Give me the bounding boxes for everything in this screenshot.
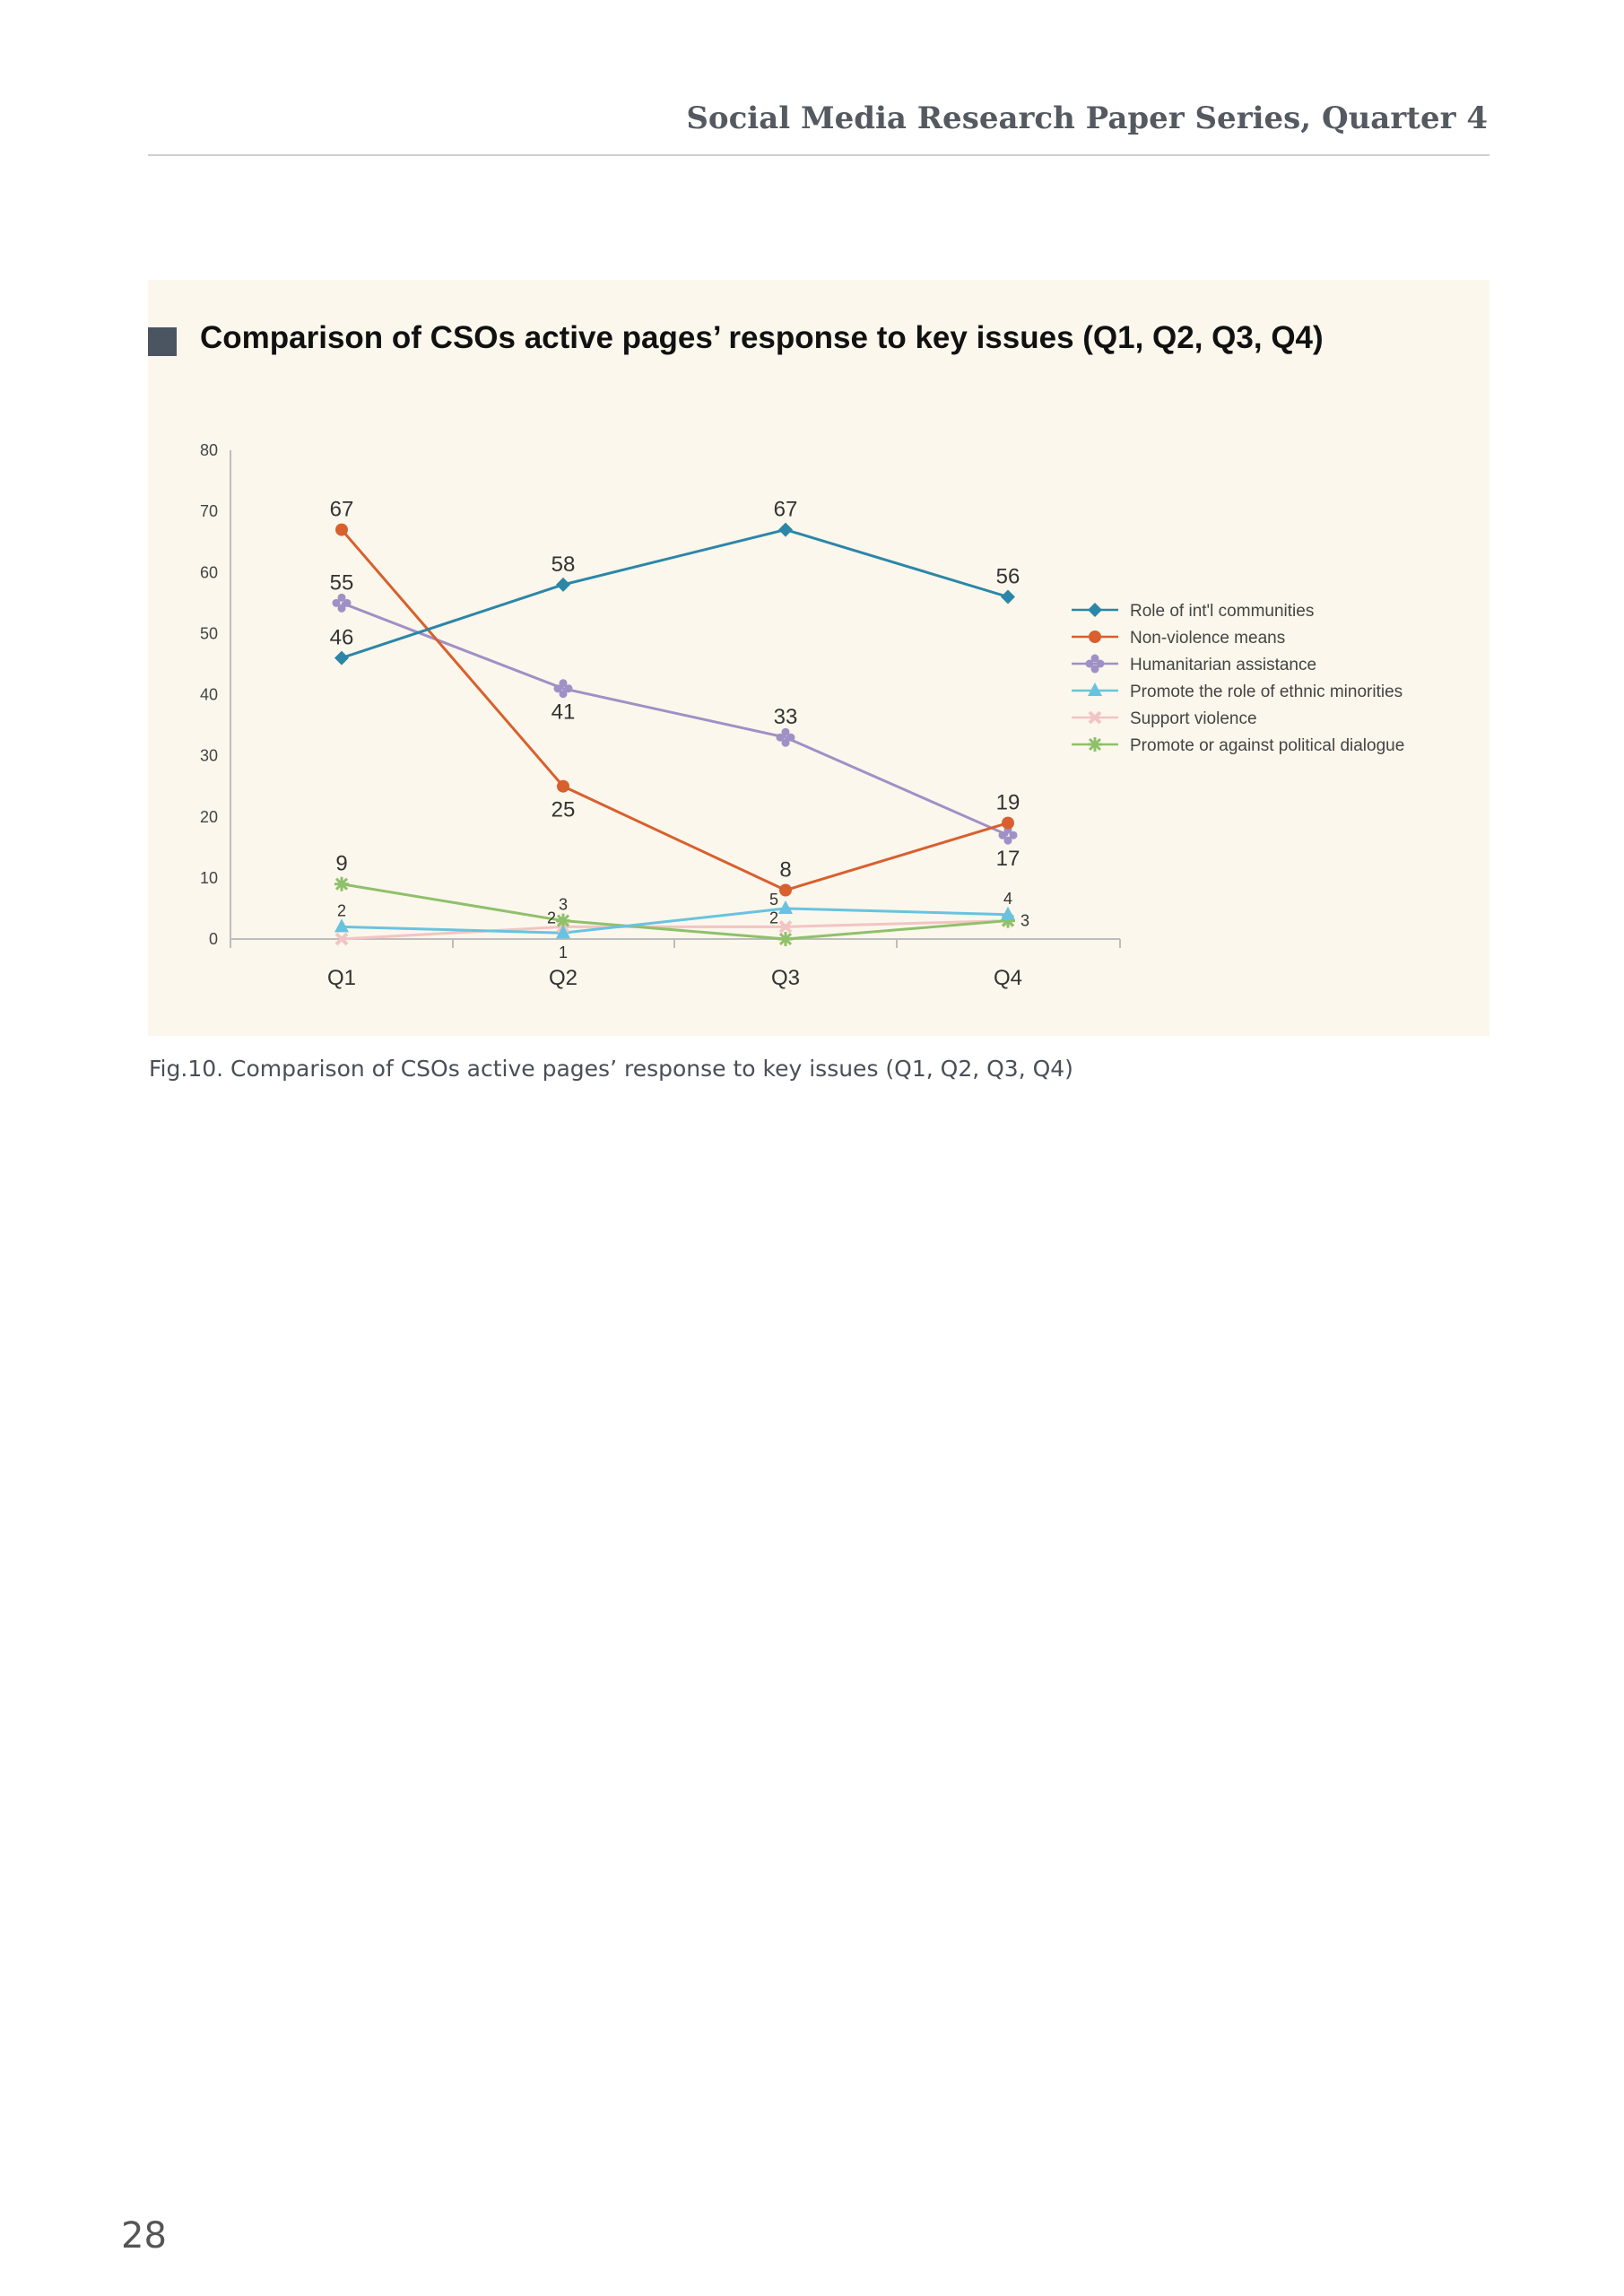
data-label: 3 [1020,912,1029,930]
y-tick-label: 50 [200,624,218,642]
data-label: 58 [551,552,576,577]
data-point [1001,906,1015,920]
y-tick-label: 0 [209,930,218,948]
data-point [1089,631,1101,643]
data-label: 41 [551,700,576,725]
data-point [334,932,349,946]
y-tick-label: 60 [200,563,218,581]
data-point [1001,589,1015,604]
y-tick-label: 30 [200,747,218,765]
data-label: 2 [769,909,778,926]
data-label: 17 [996,847,1020,871]
y-tick-label: 80 [200,441,218,459]
data-label: 25 [551,798,576,822]
series-line [341,907,1009,935]
series-line [341,601,1009,837]
data-point [556,577,570,592]
data-point [557,779,569,793]
data-point [553,679,573,699]
y-tick-label: 10 [200,869,218,887]
series-line [340,528,1009,892]
data-point [778,932,793,946]
data-point [1088,683,1102,696]
y-tick-label: 40 [200,686,218,704]
figure-title-marker [148,327,177,356]
y-tick-label: 70 [200,502,218,520]
data-point [556,925,570,939]
header-divider [148,154,1489,156]
data-label: 33 [774,705,798,729]
data-label: 2 [337,901,346,919]
data-point [334,876,349,891]
figure-title: Comparison of CSOs active pages’ respons… [200,320,1324,355]
data-point [779,883,792,897]
data-point [778,919,793,934]
page-number: 28 [121,2215,167,2257]
x-tick-label: Q1 [327,966,356,990]
data-point [334,918,349,933]
data-point [334,650,349,665]
legend-label: Promote the role of ethnic minorities [1130,683,1403,701]
data-point [778,522,793,537]
data-label: 8 [779,858,791,883]
data-label: 56 [996,565,1020,589]
x-tick-label: Q4 [994,966,1022,990]
data-label: 4 [1003,890,1012,908]
data-label: 19 [996,791,1020,815]
legend-label: Support violence [1130,709,1257,728]
figure-caption: Fig.10. Comparison of CSOs active pages’… [149,1056,1073,1082]
data-label: 67 [774,498,798,522]
series-line [341,528,1009,660]
legend-label: Humanitarian assistance [1130,656,1316,674]
x-tick-label: Q2 [549,966,578,990]
data-label: 2 [547,909,556,926]
data-point [1002,816,1014,830]
series-line [341,883,1009,941]
data-label: 9 [335,852,347,876]
legend-label: Role of int'l communities [1130,602,1314,621]
data-point [1088,603,1102,617]
data-point [1001,913,1015,928]
legend-label: Non-violence means [1130,629,1285,648]
data-label: 55 [330,570,354,595]
data-label: 1 [559,944,568,961]
data-label: 46 [330,626,354,650]
x-tick-label: Q3 [771,966,800,990]
series-line [341,919,1009,941]
data-point [332,593,352,613]
data-point [776,727,795,747]
data-label: 5 [769,891,778,909]
running-header: Social Media Research Paper Series, Quar… [686,100,1488,136]
data-label: 3 [559,896,568,914]
data-point [1085,654,1105,674]
legend-label: Promote or against political dialogue [1130,736,1404,755]
y-tick-label: 20 [200,808,218,826]
data-point [1088,710,1102,725]
data-point [335,523,348,536]
data-point [1088,737,1102,752]
data-point [778,900,793,914]
data-point [556,913,570,928]
data-label: 67 [330,498,354,522]
